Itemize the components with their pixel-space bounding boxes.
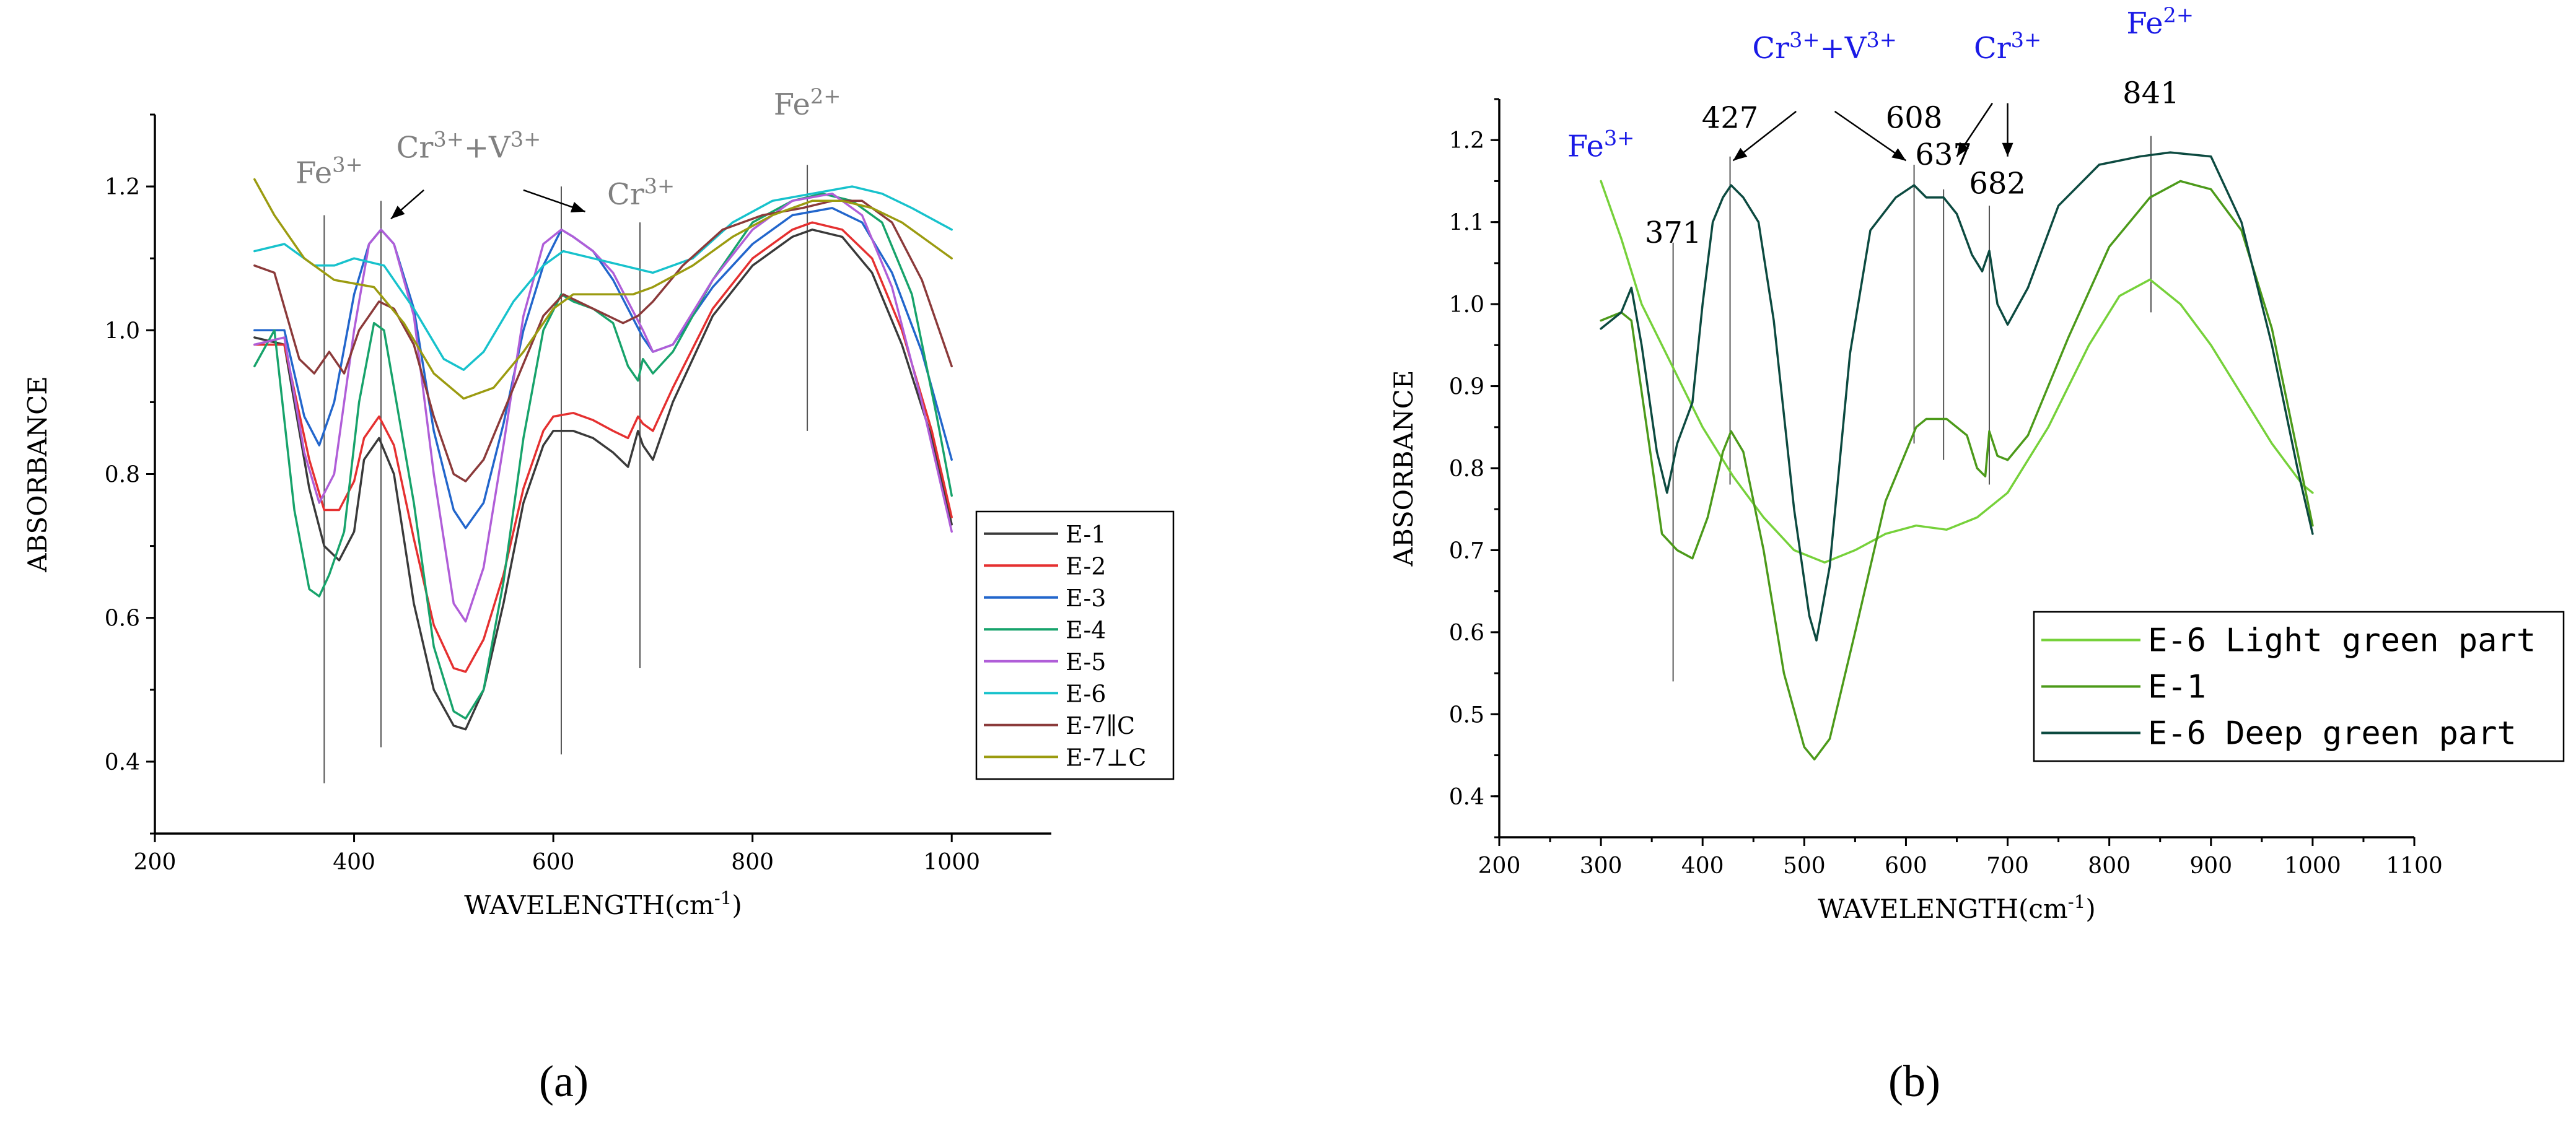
y-tick-label: 0.8	[1449, 456, 1484, 482]
x-axis-label: WAVELENGTH(cm-1)	[1818, 891, 2096, 924]
peak-annotation: Fe3+	[296, 152, 363, 190]
y-tick-label: 0.6	[1449, 621, 1484, 646]
legend: E-1 E-2 E-3 E-4 E-5 E-6 E-7∥C E-7⊥C	[975, 510, 1175, 780]
peak-annotation: Fe3+	[1567, 126, 1635, 164]
series-line	[1600, 180, 2314, 760]
peak-annotation: 371	[1645, 216, 1702, 250]
arrow-head	[1733, 147, 1748, 161]
legend: E-6 Light green part E-1 E-6 Deep green pa…	[2033, 611, 2565, 762]
peak-annotation: 608	[1886, 100, 1943, 135]
series-line	[253, 192, 953, 623]
x-tick-label: 900	[2189, 853, 2232, 879]
series-line	[1600, 151, 2314, 642]
y-tick-label: 0.7	[1449, 538, 1484, 564]
x-tick-label: 300	[1580, 853, 1623, 879]
x-axis-label: WAVELENGTH(cm-1)	[464, 887, 742, 920]
legend-label: E-7⊥C	[1066, 744, 1146, 771]
peak-annotation: Cr3+	[607, 174, 675, 212]
x-tick-label: 800	[731, 850, 774, 875]
x-tick-label: 800	[2088, 853, 2131, 879]
x-tick-label: 500	[1783, 853, 1826, 879]
x-tick-label: 600	[532, 850, 575, 875]
legend-label: E-1	[2148, 669, 2206, 706]
series-line	[253, 185, 953, 371]
arrow-head	[1956, 142, 1969, 157]
x-tick-label: 1000	[923, 850, 980, 875]
arrow-head	[1891, 148, 1906, 161]
series-line	[253, 229, 953, 731]
y-tick-label: 1.0	[105, 318, 140, 344]
y-axis-label: ABSORBANCE	[1388, 370, 1419, 567]
legend-box	[975, 510, 1175, 780]
series-line	[253, 178, 953, 400]
y-tick-label: 0.8	[105, 463, 140, 488]
x-tick-label: 200	[134, 850, 177, 875]
y-tick-label: 0.4	[1449, 785, 1484, 810]
y-tick-label: 0.9	[1449, 375, 1484, 400]
y-axis-label: ABSORBANCE	[22, 376, 53, 573]
y-tick-label: 1.0	[1449, 292, 1484, 318]
legend-label: E-5	[1066, 648, 1106, 676]
x-tick-label: 1100	[2386, 853, 2443, 879]
legend-label: E-3	[1066, 585, 1106, 612]
peak-annotation: Fe2+	[2126, 3, 2194, 41]
arrow-head	[2002, 142, 2013, 157]
x-tick-label: 400	[333, 850, 375, 875]
legend-label: E-7∥C	[1066, 712, 1135, 739]
legend-label: E-6	[1066, 680, 1106, 707]
chart-panel-a: 200 400 600 800 1000 0.4 0.6 0.8 1.0 1.2 WAVELENGT…	[22, 84, 1175, 920]
chart-panel-b: 200 300 400 500 600 700 800 900 1000 1100 0.4 0.5 0.…	[1388, 3, 2565, 924]
arrow-head	[570, 201, 585, 212]
peak-annotation: Cr3+	[1974, 28, 2041, 66]
series-line	[253, 221, 953, 673]
y-tick-label: 0.5	[1449, 702, 1484, 728]
y-tick-label: 0.6	[105, 606, 140, 632]
legend-label: E-6 Light green part	[2148, 622, 2536, 660]
x-tick-label: 1000	[2284, 853, 2341, 879]
legend-label: E-1	[1066, 521, 1106, 548]
peak-annotation: 682	[1969, 166, 2026, 201]
peak-annotation: Cr3++V3+	[1752, 28, 1897, 66]
panel-label-b: (b)	[1888, 1056, 1940, 1106]
x-tick-label: 200	[1478, 853, 1521, 879]
legend-label: E-2	[1066, 552, 1106, 580]
arrow-head	[391, 206, 405, 219]
series-line	[1600, 180, 2314, 564]
peak-annotation: 637	[1915, 137, 1972, 172]
legend-label: E-4	[1066, 616, 1106, 643]
x-tick-label: 600	[1885, 853, 1927, 879]
y-tick-label: 1.2	[105, 175, 140, 200]
panel-label-a: (a)	[539, 1056, 589, 1106]
peak-annotation: 841	[2123, 76, 2180, 111]
peak-annotation: Fe2+	[774, 84, 841, 122]
series-line	[253, 199, 953, 482]
x-tick-label: 700	[1986, 853, 2029, 879]
legend-label: E-6 Deep green part	[2148, 715, 2517, 752]
peak-annotation: Cr3++V3+	[396, 128, 541, 165]
x-tick-label: 400	[1681, 853, 1724, 879]
y-tick-label: 1.2	[1449, 128, 1484, 154]
y-tick-label: 1.1	[1449, 211, 1484, 236]
peak-annotation: 427	[1702, 100, 1759, 135]
annotation-arrow	[1834, 110, 1907, 162]
series-line	[253, 207, 953, 529]
y-tick-label: 0.4	[105, 750, 140, 775]
